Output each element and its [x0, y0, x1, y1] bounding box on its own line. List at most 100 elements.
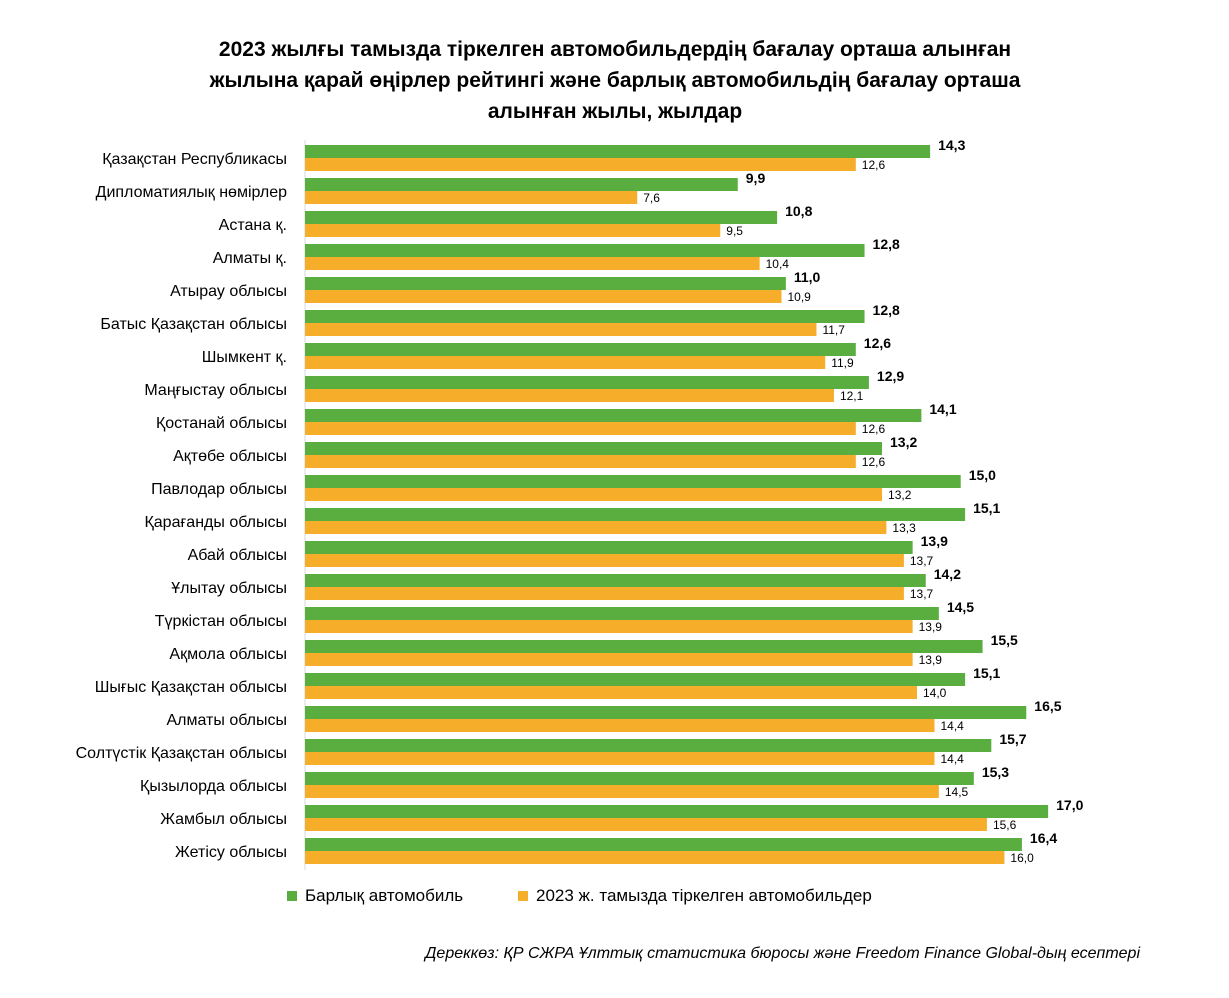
title-line-1: 2023 жылғы тамызда тіркелген автомобильд… — [218, 38, 1012, 61]
bar-registered — [305, 422, 856, 435]
data-label-registered: 10,9 — [787, 290, 811, 304]
data-label-registered: 14,4 — [940, 719, 964, 733]
data-label-all: 12,8 — [873, 302, 900, 318]
bar-registered — [305, 323, 817, 336]
data-label-all: 11,0 — [794, 269, 821, 285]
data-label-all: 10,8 — [785, 203, 812, 219]
category-label: Жамбыл облысы — [160, 811, 287, 828]
category-label: Павлодар облысы — [151, 481, 287, 498]
data-label-all: 13,2 — [890, 434, 917, 450]
bar-all — [305, 838, 1022, 851]
bar-all — [305, 442, 883, 455]
bar-all — [305, 508, 966, 521]
data-label-registered: 13,9 — [919, 653, 943, 667]
data-label-all: 13,9 — [921, 533, 948, 549]
bar-registered — [305, 653, 913, 666]
data-label-registered: 13,2 — [888, 488, 912, 502]
category-label: Абай облысы — [188, 547, 287, 564]
bar-all — [305, 409, 922, 422]
data-label-registered: 12,6 — [862, 158, 886, 172]
data-label-all: 12,8 — [873, 236, 900, 252]
data-label-registered: 7,6 — [643, 191, 660, 205]
bar-all — [305, 376, 869, 389]
bar-registered — [305, 752, 935, 765]
data-label-registered: 15,6 — [993, 818, 1017, 832]
data-label-registered: 16,0 — [1010, 851, 1034, 865]
legend-item-all: Барлық автомобиль — [287, 886, 463, 906]
bar-all — [305, 739, 992, 752]
bar-registered — [305, 521, 887, 534]
data-label-all: 9,9 — [746, 170, 766, 186]
data-label-registered: 11,7 — [822, 323, 845, 337]
data-label-all: 15,3 — [982, 764, 1009, 780]
category-label: Шығыс Қазақстан облысы — [95, 679, 287, 696]
bar-registered — [305, 587, 904, 600]
bar-all — [305, 145, 931, 158]
bar-all — [305, 310, 865, 323]
bar-all — [305, 277, 786, 290]
bar-registered — [305, 686, 917, 699]
bar-all — [305, 475, 961, 488]
data-label-registered: 12,1 — [840, 389, 864, 403]
data-label-all: 12,9 — [877, 368, 904, 384]
bar-registered — [305, 356, 826, 369]
data-label-registered: 11,9 — [831, 356, 854, 370]
bar-registered — [305, 818, 987, 831]
data-label-all: 12,6 — [864, 335, 891, 351]
bar-registered — [305, 455, 856, 468]
bar-all — [305, 607, 939, 620]
category-label: Астана қ. — [219, 217, 287, 234]
bar-registered — [305, 488, 883, 501]
data-label-registered: 13,9 — [919, 620, 943, 634]
data-label-all: 15,1 — [973, 500, 1000, 516]
category-label: Түркістан облысы — [155, 613, 287, 630]
data-label-all: 14,2 — [934, 566, 961, 582]
legend-label-all: Барлық автомобиль — [305, 886, 464, 905]
data-label-all: 16,5 — [1034, 698, 1061, 714]
bar-all — [305, 244, 865, 257]
data-label-all: 14,3 — [938, 140, 965, 153]
category-label: Қостанай облысы — [156, 415, 287, 432]
data-label-registered: 12,6 — [862, 455, 886, 469]
category-label: Қазақстан Республикасы — [102, 151, 287, 168]
data-label-registered: 13,7 — [910, 554, 934, 568]
data-label-registered: 10,4 — [766, 257, 790, 271]
bar-chart: Қазақстан Республикасы 14,3 12,6 Дипломатия… — [76, 140, 1084, 870]
data-label-registered: 9,5 — [726, 224, 743, 238]
title-line-3: алынған жылы, жылдар — [487, 100, 743, 123]
data-label-registered: 13,7 — [910, 587, 934, 601]
data-label-all: 16,4 — [1030, 830, 1057, 846]
bar-registered — [305, 620, 913, 633]
bar-all — [305, 706, 1027, 719]
bar-registered — [305, 389, 834, 402]
data-label-registered: 14,4 — [940, 752, 964, 766]
title-line-2: жылына қарай өңірлер рейтингі және барлы… — [209, 69, 1021, 92]
category-label: Жетісу облысы — [175, 844, 287, 861]
bar-registered — [305, 158, 856, 171]
data-label-registered: 14,5 — [945, 785, 969, 799]
data-label-registered: 14,0 — [923, 686, 947, 700]
chart-title: 2023 жылғы тамызда тіркелген автомобильд… — [160, 34, 1070, 127]
category-label: Ақмола облысы — [169, 646, 287, 663]
data-label-all: 15,0 — [969, 467, 996, 483]
category-label: Маңғыстау облысы — [144, 382, 287, 399]
bar-registered — [305, 554, 904, 567]
bar-all — [305, 541, 913, 554]
category-label: Солтүстік Қазақстан облысы — [76, 745, 287, 762]
category-label: Дипломатиялық нөмірлер — [96, 184, 287, 201]
bar-all — [305, 772, 974, 785]
bar-registered — [305, 290, 782, 303]
category-label: Алматы қ. — [213, 250, 287, 267]
data-label-all: 17,0 — [1056, 797, 1083, 813]
data-label-all: 15,5 — [991, 632, 1018, 648]
source-note: Дереккөз: ҚР СЖРА Ұлттық статистика бюро… — [425, 945, 1140, 962]
category-label: Ақтөбе облысы — [173, 448, 287, 465]
category-label: Қызылорда облысы — [140, 778, 287, 795]
bar-all — [305, 640, 983, 653]
data-label-all: 14,5 — [947, 599, 974, 615]
legend-item-registered: 2023 ж. тамызда тіркелген автомобильдер — [518, 886, 872, 906]
bar-registered — [305, 785, 939, 798]
category-label: Батыс Қазақстан облысы — [100, 316, 287, 333]
category-label: Ұлытау облысы — [171, 580, 287, 597]
category-label: Алматы облысы — [166, 712, 287, 729]
